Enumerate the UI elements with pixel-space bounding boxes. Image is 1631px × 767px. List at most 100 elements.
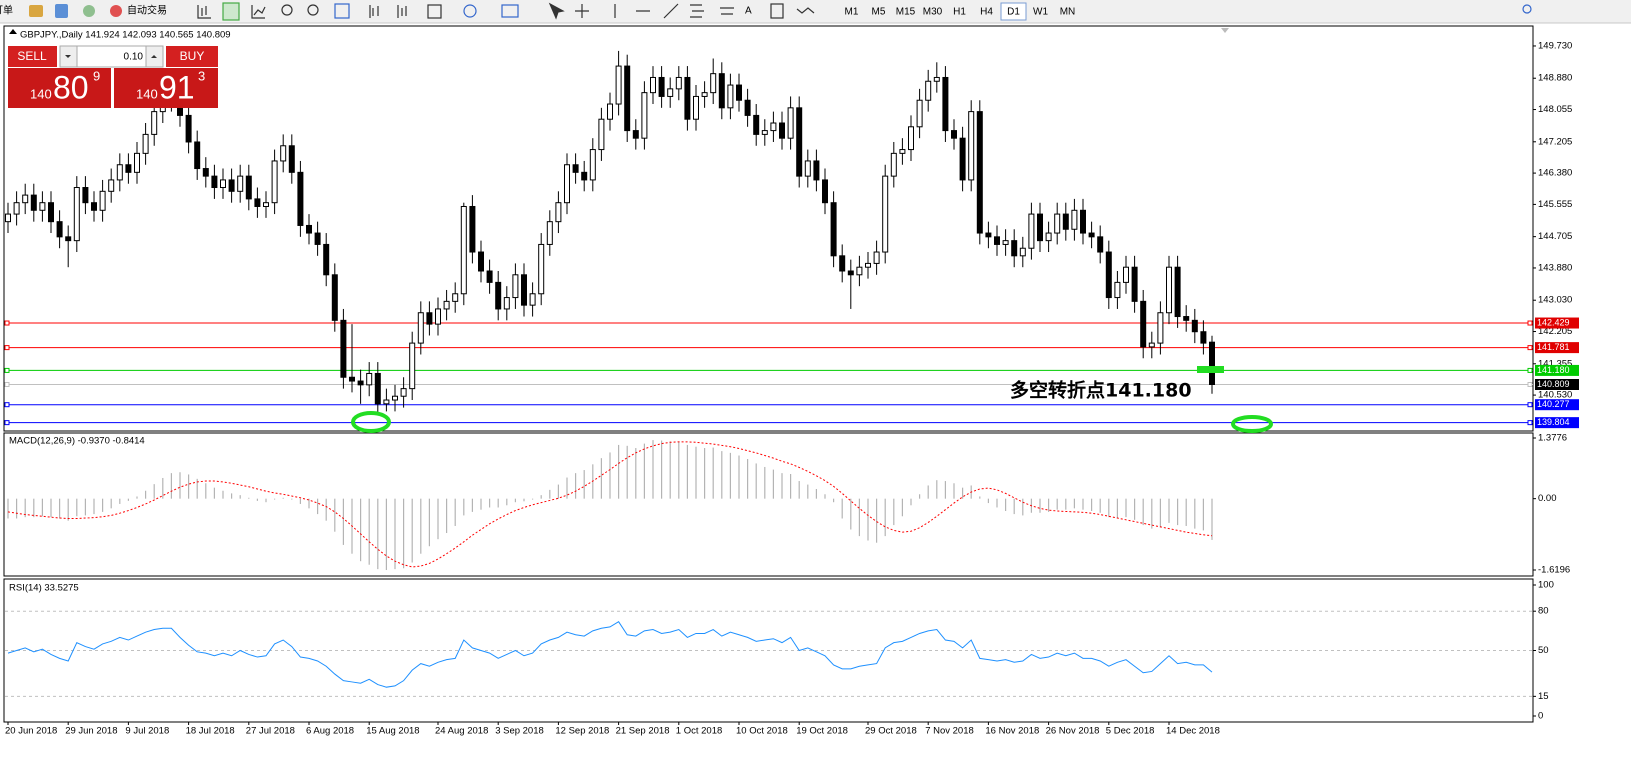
candle-body	[512, 274, 519, 299]
candle-body	[1071, 209, 1078, 230]
bid-sup: 9	[93, 68, 100, 83]
bid-box[interactable]	[8, 68, 111, 108]
timeframe-button[interactable]: M1	[845, 7, 859, 18]
candle-body	[813, 160, 820, 181]
candle-body	[56, 221, 63, 238]
timeframe-button[interactable]: M5	[872, 7, 886, 18]
candle-body	[1140, 300, 1147, 348]
level-handle[interactable]	[1527, 367, 1533, 373]
candle-body	[882, 175, 889, 253]
level-handle[interactable]	[4, 345, 10, 351]
icon[interactable]	[251, 5, 266, 19]
candle-body	[951, 130, 957, 139]
candle-body	[331, 274, 338, 321]
level-handle[interactable]	[1527, 320, 1533, 326]
timeframe-button[interactable]: D1	[1007, 7, 1020, 18]
icon[interactable]	[369, 5, 379, 18]
candle-body	[1019, 247, 1026, 257]
search-icon[interactable]	[1522, 4, 1532, 14]
timeframe-button[interactable]: M30	[923, 7, 943, 18]
icon[interactable]	[55, 4, 68, 18]
icon[interactable]	[281, 4, 293, 16]
x-tick-label: 19 Oct 2018	[796, 726, 848, 737]
icon[interactable]	[463, 4, 477, 18]
level-handle[interactable]	[4, 367, 10, 373]
candle-body	[452, 293, 459, 302]
candle-body	[65, 236, 72, 242]
timeframe-button[interactable]: H1	[953, 7, 966, 18]
buy-label[interactable]: BUY	[180, 49, 205, 63]
timeframe-button[interactable]: M15	[896, 7, 916, 18]
level-label: 140.277	[1537, 399, 1570, 409]
icon[interactable]	[770, 3, 784, 19]
candle-body	[383, 399, 390, 405]
candle-body	[1011, 240, 1018, 257]
candle-body	[521, 274, 527, 306]
x-tick-label: 15 Aug 2018	[366, 726, 419, 737]
candle-body	[340, 319, 347, 378]
candle-body	[589, 149, 596, 181]
candle-body	[116, 164, 123, 181]
candle-body	[916, 99, 923, 128]
timeframe-button[interactable]: MN	[1060, 7, 1076, 18]
lot-value[interactable]: 0.10	[124, 52, 144, 63]
x-tick-label: 9 Jul 2018	[125, 726, 169, 737]
x-tick-label: 18 Jul 2018	[186, 726, 235, 737]
candle-body	[108, 179, 115, 192]
level-label-bg	[1535, 364, 1579, 376]
timeframe-button[interactable]: W1	[1033, 7, 1048, 18]
candle-body	[194, 141, 201, 170]
price-panel	[3, 25, 1534, 432]
candle-body	[48, 202, 54, 223]
level-handle[interactable]	[1527, 402, 1533, 408]
level-handle[interactable]	[1527, 345, 1533, 351]
sell-label[interactable]: SELL	[17, 49, 47, 63]
icon[interactable]	[548, 2, 565, 20]
icon[interactable]	[334, 3, 350, 19]
level-handle[interactable]	[4, 320, 10, 326]
candle-body	[13, 202, 20, 215]
candle-body	[426, 312, 433, 325]
icon[interactable]	[427, 4, 442, 19]
icon[interactable]	[83, 5, 95, 17]
icon[interactable]	[575, 4, 589, 18]
level-handle[interactable]	[4, 402, 10, 408]
level-handle[interactable]	[4, 382, 10, 388]
autotrade-icon[interactable]	[110, 5, 122, 17]
icon[interactable]	[796, 7, 815, 14]
level-label: 141.781	[1537, 342, 1570, 352]
candle-body	[280, 145, 287, 162]
y-tick-label: 142.205	[1538, 326, 1572, 337]
text-tool[interactable]: A	[745, 6, 752, 17]
candle-body	[220, 179, 226, 189]
sell-button[interactable]	[8, 46, 57, 67]
level-handle[interactable]	[1527, 382, 1533, 388]
candle-body	[1166, 266, 1172, 314]
candle-body	[581, 171, 588, 181]
candle-body	[314, 232, 321, 245]
candle-body	[478, 251, 484, 272]
candle-body	[968, 111, 975, 181]
icon[interactable]	[29, 5, 43, 17]
icon[interactable]	[222, 2, 240, 21]
candle-body	[546, 221, 553, 245]
timeframe-active[interactable]	[1000, 2, 1027, 21]
icon[interactable]	[397, 5, 407, 18]
buy-button[interactable]	[166, 46, 218, 67]
ask-box[interactable]	[114, 68, 218, 108]
ask-mid: 91	[159, 69, 195, 105]
autotrade-button[interactable]: 自动交易	[127, 4, 167, 17]
timeframe-button[interactable]: H4	[980, 7, 993, 18]
icon[interactable]	[197, 5, 211, 19]
toolbar-order[interactable]: 订单	[0, 5, 13, 17]
level-handle[interactable]	[1527, 420, 1533, 426]
level-handle[interactable]	[4, 420, 10, 426]
candle-body	[865, 262, 871, 268]
icon[interactable]	[614, 3, 734, 19]
y-tick-label: 0	[1538, 711, 1543, 722]
collapse-arrow[interactable]	[9, 29, 17, 34]
candle-body	[804, 160, 811, 177]
icon[interactable]	[501, 4, 519, 18]
icon[interactable]	[307, 4, 319, 16]
